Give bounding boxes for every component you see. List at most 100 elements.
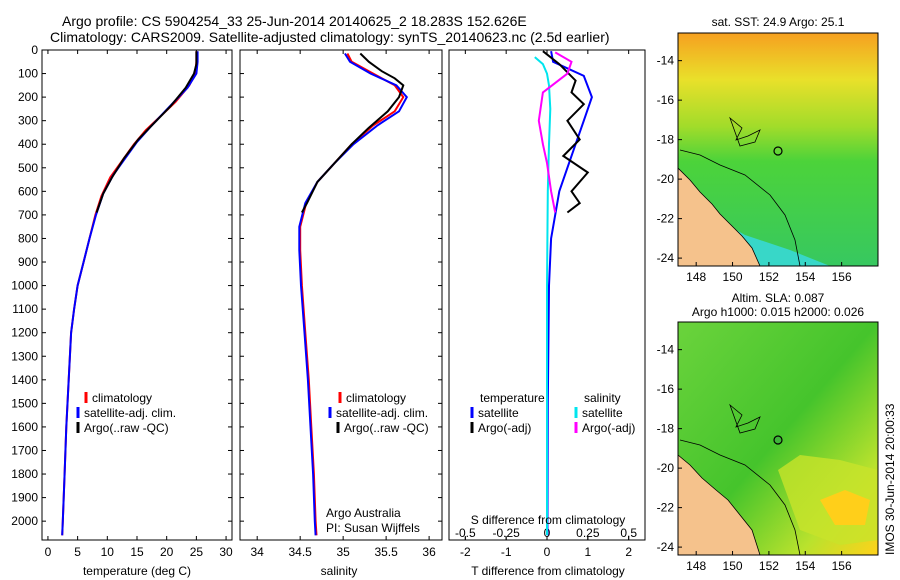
x-tick-label: 35 (336, 545, 350, 559)
y-tick-label: 400 (18, 137, 38, 151)
temperature-legend: climatology satellite-adj. clim. Argo(..… (76, 391, 176, 435)
legend-argo-label: Argo(..raw -QC) (344, 421, 429, 435)
map-x-tick-label: 152 (759, 559, 779, 573)
institution-annotation: Argo Australia (326, 506, 401, 520)
x-tick-label: 15 (130, 545, 144, 559)
temperature-axes-frame (41, 49, 233, 541)
salinity-axes-frame (239, 49, 443, 541)
y-tick-label: 1000 (11, 279, 38, 293)
y-tick-label: 800 (18, 231, 38, 245)
y-tick-label: 1600 (11, 420, 38, 434)
map-y-tick-label: -16 (657, 382, 675, 396)
map-y-tick-label: -20 (657, 461, 675, 475)
map-x-tick-label: 152 (759, 270, 779, 284)
legend-satellite-label: satellite-adj. clim. (336, 406, 428, 420)
x-tick-label: 10 (101, 545, 115, 559)
legend-s-argo-label: Argo(-adj) (582, 421, 635, 435)
sst-map-title: sat. SST: 24.9 Argo: 25.1 (712, 15, 845, 29)
series-argo-raw-qc- (95, 51, 198, 213)
sla-shelf-contour (679, 439, 801, 555)
map-x-tick-label: 148 (686, 559, 706, 573)
map-y-tick-label: -20 (657, 172, 675, 186)
y-tick-label: 500 (18, 161, 38, 175)
legend-salinity-heading: salinity (584, 391, 621, 405)
x-tick-label: 1 (584, 545, 591, 559)
x-tick-label: 25 (190, 545, 204, 559)
map-x-tick-label: 150 (723, 559, 743, 573)
y-tick-label: 1500 (11, 396, 38, 410)
sla-map-subtitle: Argo h1000: 0.015 h2000: 0.026 (692, 305, 864, 319)
map-x-tick-label: 150 (723, 270, 743, 284)
y-tick-label: 2000 (11, 514, 38, 528)
series-s-argo-adj- (537, 51, 573, 213)
sst-argo-marker (773, 146, 783, 156)
x-tick-label: 0 (45, 545, 52, 559)
x-tick-label: 36 (422, 545, 436, 559)
sla-reef-outline (729, 403, 761, 434)
map-y-tick-label: -24 (657, 540, 675, 554)
map-x-tick-label: 156 (832, 559, 852, 573)
salinity-xlabel: salinity (321, 564, 358, 578)
sst-map-panel: sat. SST: 24.9 Argo: 25.1 148 150 152 154 15… (657, 15, 879, 284)
s-tick-label: 0.25 (576, 526, 600, 540)
legend-t-argo-label: Argo(-adj) (478, 421, 531, 435)
sla-peak-region (820, 490, 870, 525)
x-tick-label: -2 (460, 545, 471, 559)
map-y-tick-label: -18 (657, 422, 675, 436)
series-t-satellite (546, 51, 593, 536)
y-tick-label: 1100 (12, 302, 38, 316)
legend-climatology-label: climatology (92, 391, 152, 405)
x-tick-label: 34.5 (288, 545, 312, 559)
legend-t-satellite-label: satellite (478, 406, 519, 420)
s-tick-label: -0.5 (455, 526, 476, 540)
y-tick-label: 1300 (11, 349, 38, 363)
x-tick-label: -1 (501, 545, 512, 559)
x-tick-label: 5 (74, 545, 81, 559)
map-y-tick-label: -16 (657, 93, 675, 107)
x-tick-label: 30 (219, 545, 233, 559)
series-argo-raw-qc- (301, 52, 405, 213)
difference-panel: -2 -1 0 1 2-0.5 -0.25 0 0.25 0.5 T difference fr… (448, 49, 646, 578)
map-y-tick-label: -14 (657, 54, 675, 68)
title-line-2: Climatology: CARS2009. Satellite-adjuste… (50, 29, 610, 45)
imos-credit: IMOS 30-Jun-2014 20:00:33 (883, 403, 897, 555)
sla-land (678, 454, 761, 555)
y-tick-label: 200 (18, 90, 38, 104)
map-y-tick-label: -22 (657, 212, 675, 226)
y-tick-label: 1800 (11, 467, 38, 481)
map-y-tick-label: -14 (657, 343, 675, 357)
x-tick-label: 35.5 (374, 545, 398, 559)
x-tick-label: 20 (160, 545, 174, 559)
series-t-argo-adj- (542, 50, 590, 214)
legend-argo-label: Argo(..raw -QC) (84, 421, 169, 435)
legend-satellite-label: satellite-adj. clim. (84, 406, 176, 420)
difference-xlabel: T difference from climatology (471, 564, 625, 578)
sst-map-frame (677, 32, 879, 267)
s-tick-label: 0.5 (620, 526, 637, 540)
map-y-tick-label: -22 (657, 501, 675, 515)
title-line-1: Argo profile: CS 5904254_33 25-Jun-2014 … (62, 13, 527, 29)
sla-map-frame (677, 321, 879, 556)
map-y-tick-label: -18 (657, 133, 675, 147)
y-tick-label: 700 (18, 208, 38, 222)
y-tick-label: 900 (18, 255, 38, 269)
difference-legend: temperature satellite Argo(-adj) salinit… (470, 391, 635, 435)
difference-top-label: S difference from climatology (471, 513, 626, 527)
sla-argo-marker (773, 435, 783, 445)
map-x-tick-label: 156 (832, 270, 852, 284)
y-tick-label: 1200 (11, 326, 38, 340)
x-tick-label: 34 (251, 545, 265, 559)
s-tick-label: -0.25 (492, 526, 520, 540)
sla-map-panel: Altim. SLA: 0.087 Argo h1000: 0.015 h200… (657, 291, 879, 573)
sst-shelf-contour (679, 149, 801, 266)
y-tick-label: 1400 (11, 373, 38, 387)
pi-annotation: PI: Susan Wijffels (326, 521, 420, 535)
map-x-tick-label: 154 (795, 559, 815, 573)
temperature-panel: 0100200300400500600700800900100011001200… (11, 43, 233, 578)
y-tick-label: 600 (18, 184, 38, 198)
salinity-panel: 34 34.5 35 35.5 36 salinity climatology sate… (239, 49, 443, 578)
y-tick-label: 1900 (11, 491, 38, 505)
legend-temperature-heading: temperature (480, 391, 545, 405)
sla-map-title: Altim. SLA: 0.087 (732, 291, 825, 305)
sst-land (678, 167, 761, 266)
